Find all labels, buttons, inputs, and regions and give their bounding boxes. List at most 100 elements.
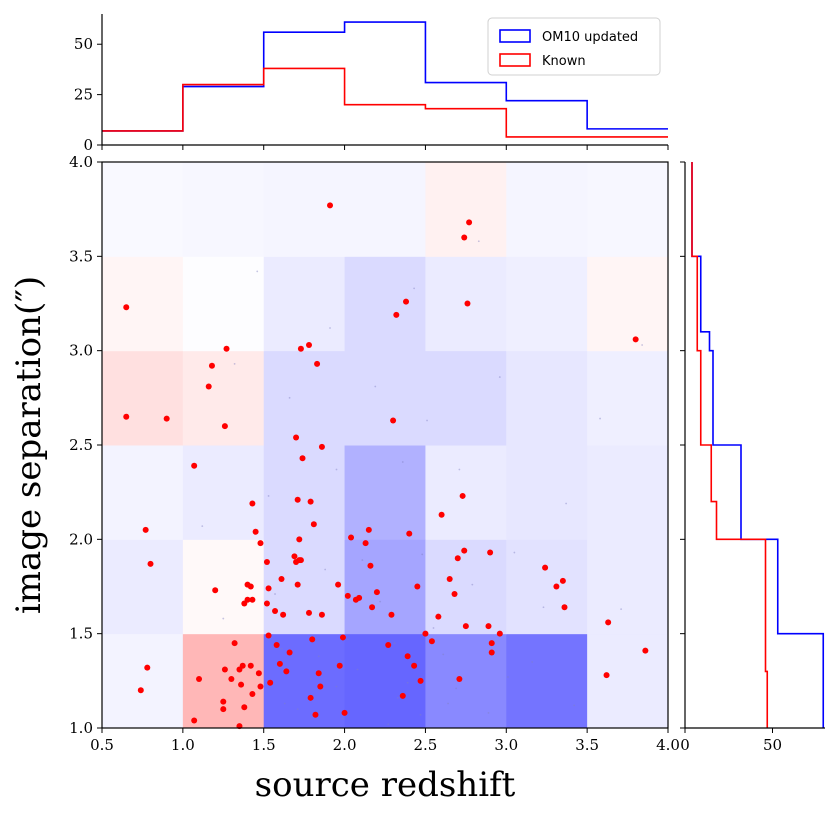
heatmap-cell — [425, 633, 507, 729]
heatmap-cell — [102, 162, 184, 257]
simulated-lens-point — [201, 525, 204, 528]
x-tick-label: 3.5 — [575, 736, 599, 754]
known-lens-point — [273, 641, 280, 648]
y-tick-label: 3.0 — [69, 342, 93, 360]
simulated-lens-point — [379, 600, 382, 603]
known-lens-point — [399, 692, 406, 699]
x-tick-label: 0.5 — [90, 736, 114, 754]
heatmap-cell — [102, 350, 184, 446]
known-lens-point — [241, 704, 248, 711]
known-lens-point — [144, 664, 151, 671]
heatmap-cell — [182, 162, 265, 257]
known-lens-point — [231, 640, 238, 647]
top-hist-series-known — [102, 67, 668, 138]
heatmap-cell — [263, 445, 346, 540]
known-lens-point — [257, 683, 264, 690]
x-tick-label: 1.0 — [171, 736, 195, 754]
simulated-lens-point — [296, 708, 299, 711]
known-lens-point — [390, 417, 397, 424]
right-hist-series-known — [691, 162, 769, 728]
known-lens-point — [307, 498, 314, 505]
known-lens-point — [487, 549, 494, 556]
x-tick-label: 4.0 — [656, 736, 680, 754]
known-lens-point — [542, 564, 549, 571]
known-lens-point — [327, 202, 334, 209]
simulated-lens-point — [542, 606, 545, 609]
heatmap-cell — [425, 539, 507, 635]
heatmap-cell — [425, 350, 507, 446]
known-lens-point — [459, 492, 466, 499]
known-lens-point — [404, 653, 411, 660]
known-lens-point — [276, 660, 283, 667]
heatmap-cell — [587, 633, 669, 729]
simulated-lens-point — [426, 419, 428, 422]
known-lens-point — [252, 528, 259, 535]
simulated-lens-point — [267, 495, 270, 497]
heatmap-cell — [344, 633, 426, 729]
known-lens-point — [561, 604, 568, 611]
simulated-lens-point — [374, 385, 377, 388]
known-lens-point — [163, 415, 170, 422]
known-lens-point — [461, 547, 468, 554]
simulated-lens-point — [256, 270, 259, 273]
known-lens-point — [369, 604, 376, 611]
known-lens-point — [239, 662, 246, 669]
known-lens-point — [461, 234, 468, 241]
known-lens-point — [221, 666, 228, 673]
top-hist-y-tick-label: 25 — [74, 86, 93, 104]
known-lens-point — [238, 681, 245, 688]
y-axis-title: image separation(″) — [9, 276, 49, 614]
known-lens-point — [438, 511, 445, 518]
known-lens-point — [373, 589, 380, 596]
known-lens-point — [305, 609, 312, 616]
y-tick-label: 2.5 — [69, 436, 93, 454]
known-lens-point — [286, 649, 293, 656]
known-lens-point — [632, 336, 639, 343]
top-hist-y-tick-label: 50 — [74, 35, 93, 53]
simulated-lens-point — [335, 685, 338, 688]
y-tick-label: 1.0 — [69, 719, 93, 737]
right-hist-series-om10-updated — [691, 162, 825, 728]
simulated-lens-point — [288, 396, 291, 399]
heatmap-cell — [263, 539, 346, 635]
heatmap-cell — [506, 633, 588, 729]
simulated-lens-point — [565, 502, 568, 505]
simulated-lens-point — [324, 568, 327, 571]
known-lens-point — [191, 462, 198, 469]
simulated-lens-point — [335, 468, 338, 471]
known-lens-point — [257, 540, 264, 547]
known-lens-point — [255, 670, 262, 677]
simulated-lens-point — [233, 362, 236, 365]
known-lens-point — [365, 526, 372, 533]
known-lens-point — [249, 500, 256, 507]
known-lens-point — [314, 360, 321, 367]
known-lens-point — [293, 434, 300, 441]
top-hist-series-om10-updated — [102, 21, 668, 132]
known-lens-point — [241, 600, 248, 607]
heatmap-cell — [425, 445, 507, 540]
legend-label: Known — [542, 54, 586, 69]
simulated-lens-point — [487, 712, 490, 714]
y-tick-label: 2.0 — [69, 530, 93, 548]
heatmap-cell — [425, 162, 507, 257]
known-lens-point — [406, 530, 413, 537]
legend: OM10 updated Known — [487, 17, 661, 76]
heatmap-cell — [102, 256, 184, 352]
heatmap-cell — [344, 539, 426, 635]
known-lens-point — [559, 577, 566, 584]
heatmap-cell — [263, 162, 346, 257]
simulated-lens-point — [342, 717, 344, 720]
known-lens-point — [123, 304, 130, 311]
x-tick-label: 3.0 — [494, 736, 518, 754]
known-lens-point — [344, 592, 351, 599]
known-lens-point — [411, 662, 418, 669]
simulated-lens-point — [317, 655, 320, 658]
simulated-lens-point — [498, 376, 501, 378]
simulated-lens-point — [329, 327, 331, 329]
known-lens-point — [388, 611, 395, 618]
heatmap-cell — [102, 539, 184, 635]
known-lens-point — [417, 677, 424, 684]
known-lens-point — [318, 611, 325, 618]
